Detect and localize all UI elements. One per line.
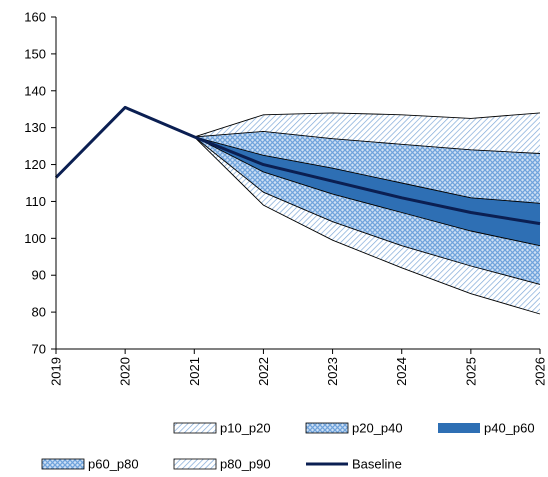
legend-swatch	[173, 422, 217, 434]
y-tick-label: 80	[32, 305, 46, 320]
percentile-line-p40	[194, 136, 541, 247]
axes: 70 80 90 100 110 120 130 140 150 160 2019 2020 2021 2…	[24, 10, 547, 386]
y-tick-label: 110	[25, 194, 46, 209]
legend-swatch	[305, 422, 349, 434]
y-tick-label: 130	[24, 120, 46, 135]
legend-item-p10-p20: p10_p20	[173, 421, 271, 436]
band-p10-p20	[194, 136, 541, 314]
y-tick-label: 100	[24, 231, 46, 246]
x-tick-label: 2024	[394, 357, 409, 386]
legend-swatch	[41, 458, 85, 470]
x-tick-label: 2021	[187, 357, 202, 386]
band-p40-p60	[194, 136, 541, 246]
percentile-line-p20	[194, 136, 541, 285]
x-tick-label: 2025	[463, 357, 478, 386]
x-tick-label: 2020	[118, 357, 133, 386]
legend-item-p40-p60: p40_p60	[438, 421, 535, 436]
legend-label: p60_p80	[88, 457, 139, 472]
band-p20-p40	[194, 136, 541, 285]
series-lines	[54, 105, 541, 315]
y-tick-label: 120	[24, 157, 46, 172]
legend: p10_p20 p20_p40 p40_p60 p60_p80 p80_p90 Basel…	[41, 421, 535, 472]
legend-label: p20_p40	[352, 421, 403, 436]
legend-label: Baseline	[352, 457, 402, 472]
band-p60-p80	[194, 131, 541, 204]
y-tick-label: 140	[24, 83, 46, 98]
y-tick-label: 90	[32, 268, 46, 283]
legend-label: p10_p20	[220, 421, 271, 436]
percentile-line-p80	[194, 130, 541, 154]
series-line-baseline	[54, 105, 541, 226]
x-tick-label: 2022	[256, 357, 271, 386]
legend-item-p20-p40: p20_p40	[305, 421, 403, 436]
legend-swatch	[173, 458, 217, 470]
fan-bands	[194, 112, 541, 314]
y-tick-label: 160	[24, 10, 46, 25]
percentile-line-p60	[194, 136, 541, 204]
percentile-line-p90	[194, 112, 541, 138]
x-tick-label: 2023	[325, 357, 340, 386]
legend-label: p40_p60	[484, 421, 535, 436]
x-tick-label: 2026	[533, 357, 548, 386]
x-tick-label: 2019	[49, 357, 64, 386]
legend-label: p80_p90	[220, 457, 271, 472]
y-tick-label: 70	[32, 342, 46, 357]
percentile-line-p10	[193, 136, 541, 315]
legend-item-p60-p80: p60_p80	[41, 457, 139, 472]
legend-item-p80-p90: p80_p90	[173, 457, 271, 472]
band-p80-p90	[194, 112, 541, 154]
legend-swatch	[438, 423, 480, 433]
y-tick-label: 150	[24, 46, 46, 61]
legend-item-baseline: Baseline	[306, 457, 402, 472]
